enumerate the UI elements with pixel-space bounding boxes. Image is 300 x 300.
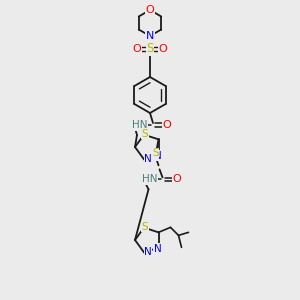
Text: S: S	[146, 43, 154, 56]
Text: S: S	[152, 148, 159, 158]
Text: HN: HN	[132, 120, 148, 130]
Text: O: O	[163, 120, 171, 130]
Text: N: N	[144, 154, 152, 164]
Text: N: N	[154, 151, 161, 160]
Text: O: O	[172, 174, 181, 184]
Text: N: N	[144, 248, 152, 257]
Text: S: S	[142, 129, 148, 139]
Text: N: N	[146, 31, 154, 41]
Text: N: N	[154, 244, 161, 254]
Text: HN: HN	[142, 174, 157, 184]
Text: S: S	[142, 222, 148, 232]
Text: O: O	[159, 44, 167, 54]
Text: O: O	[146, 5, 154, 15]
Text: O: O	[133, 44, 141, 54]
